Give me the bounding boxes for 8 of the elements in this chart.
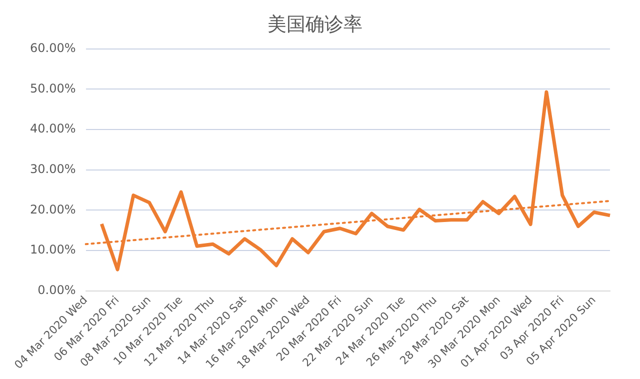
y-tick-label: 30.00% [30,162,76,176]
chart-title: 美国确诊率 [268,13,362,36]
y-tick-label: 40.00% [30,122,76,136]
y-tick-label: 50.00% [30,81,76,96]
y-tick-label: 0.00% [38,283,76,298]
y-tick-label: 20.00% [30,202,76,216]
y-tick-label: 10.00% [30,242,76,257]
y-tick-label: 60.00% [30,40,76,55]
